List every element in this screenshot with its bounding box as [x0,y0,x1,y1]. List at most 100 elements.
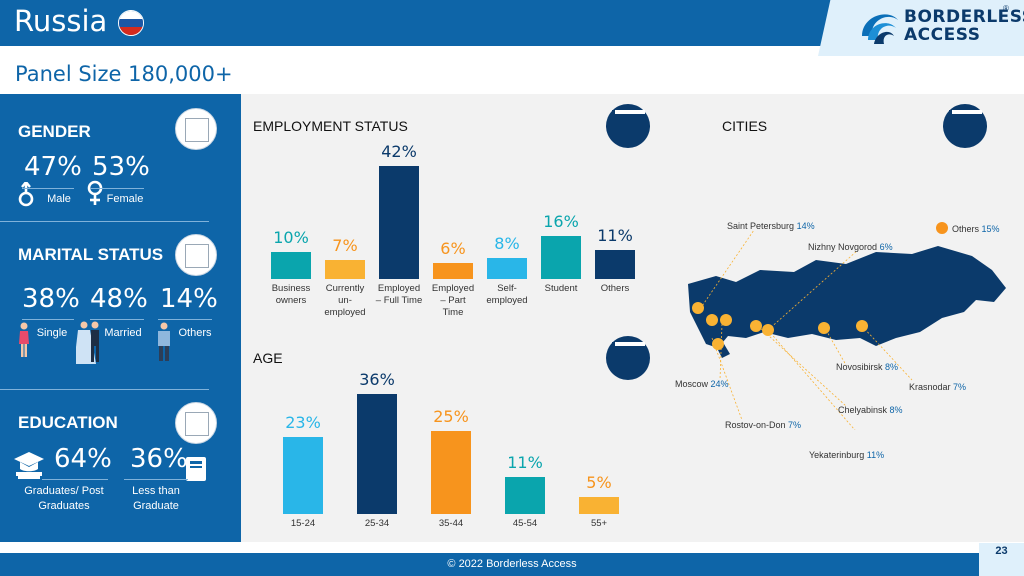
panel-size-heading: Panel Size 180,000+ [15,62,233,86]
category-label: Student [544,283,578,294]
education-image-placeholder [175,402,217,444]
city-marker [762,324,774,336]
category-label: Business owners [271,283,311,306]
city-marker [706,314,718,326]
company-logo: BORDERLESS ACCESS ® [818,0,1024,56]
logo-swirl-icon [862,14,898,44]
section-divider [0,221,209,222]
city-label-rostov-on-don: Rostov-on-Don 7% [725,420,802,430]
leader-yekaterinburg [767,329,856,430]
single-label: Single [36,327,68,339]
russia-map [688,229,1006,430]
russia-flag-icon [118,10,144,36]
cities-title: CITIES [722,118,768,134]
marital-title: MARITAL STATUS [18,245,164,264]
leader-novosibirsk [825,329,847,366]
city-label-yekaterinburg: Yekaterinburg 11% [809,450,885,460]
bar-value-label: 42% [381,142,417,162]
bar-value-label: 16% [543,212,579,232]
leader-rostov [711,337,743,421]
city-label-chelyabinsk: Chelyabinsk 8% [838,405,903,415]
gender-title: GENDER [18,122,91,141]
marital-underline [22,319,74,320]
leader-saint-petersburg [697,229,755,313]
registered-mark: ® [1003,4,1009,13]
less-than-graduate-percent: 36% [130,444,188,474]
others-label: Others [178,327,212,339]
demographics-panel: GENDER 47% 53% Male Female MARITAL STATU… [0,94,241,542]
less-than-graduate-label: Less than Graduate [132,485,180,512]
female-label: Female [106,193,144,205]
single-percent: 38% [22,284,80,314]
gender-image-placeholder [175,108,217,150]
male-icon [18,182,34,207]
single-person-icon [19,322,29,357]
gender-underline [90,188,144,189]
others-percent: 14% [160,284,218,314]
graduation-cap-icon [14,452,44,479]
bar-value-label: 36% [359,370,395,390]
bar-value-label: 11% [507,453,543,473]
city-label-novosibirsk: Novosibirsk 8% [836,362,899,372]
cities-image-placeholder [943,104,987,148]
city-label-saint-petersburg: Saint Petersburg 14% [727,221,815,231]
category-label: Self-employed [486,283,528,306]
leader-nizhny-novgorod [767,249,859,331]
city-label-moscow: Moscow 24% [675,379,729,389]
city-marker [750,320,762,332]
category-label: 15-24 [290,518,316,529]
male-label: Male [47,193,71,205]
bar-value-label: 7% [332,236,358,256]
age-title: AGE [253,350,283,366]
city-marker [720,314,732,326]
category-label: 25-34 [364,518,390,529]
category-label: Currently un-employed [324,283,366,318]
bar-self-employed [487,257,527,279]
age-image-placeholder [606,336,650,380]
city-label-krasnodar: Krasnodar 7% [909,382,967,392]
bar-55- [579,497,619,514]
section-divider [0,389,209,390]
bar-value-label: 23% [285,413,321,433]
category-label: 55+ [590,518,608,529]
bar-employed-full-time [379,166,419,279]
bar-value-label: 5% [586,473,612,493]
graduates-percent: 64% [54,444,112,474]
bar-15-24 [283,437,323,514]
city-leader-lines [697,229,913,430]
marital-underline [158,319,212,320]
others-person-icon [158,322,170,361]
education-underline [124,479,188,480]
city-label-nizhny-novgorod: Nizhny Novgorod 6% [808,242,893,252]
bar-value-label: 6% [440,238,466,258]
bar-value-label: 10% [273,228,309,248]
category-label: Others [600,283,630,294]
city-markers [692,302,868,350]
education-underline [42,479,108,480]
bar-student [541,236,581,279]
book-icon [186,457,206,481]
marital-image-placeholder [175,234,217,276]
leader-krasnodar [861,325,913,381]
education-title: EDUCATION [18,413,118,432]
leader-moscow [719,323,723,381]
bar-45-54 [505,477,545,514]
marital-underline [90,319,144,320]
married-percent: 48% [90,284,148,314]
footer-bar: © 2022 Borderless Access 23 [0,543,1024,576]
logo-wordmark: BORDERLESS ACCESS [904,7,1024,45]
male-percent: 47% [24,152,82,182]
category-label: Employed – Part Time [431,283,475,318]
graduates-label: Graduates/ Post Graduates [24,485,104,512]
russia-landmass [688,246,1006,348]
employment-image-placeholder [606,104,650,148]
category-label: 35-44 [438,518,464,529]
bar-business-owners [271,252,311,279]
bar-25-34 [357,394,397,514]
bar-currently-un-employed [325,260,365,279]
bar-others [595,249,635,279]
category-label: 45-54 [512,518,538,529]
city-marker [692,302,704,314]
female-percent: 53% [92,152,150,182]
bar-value-label: 11% [597,225,633,245]
